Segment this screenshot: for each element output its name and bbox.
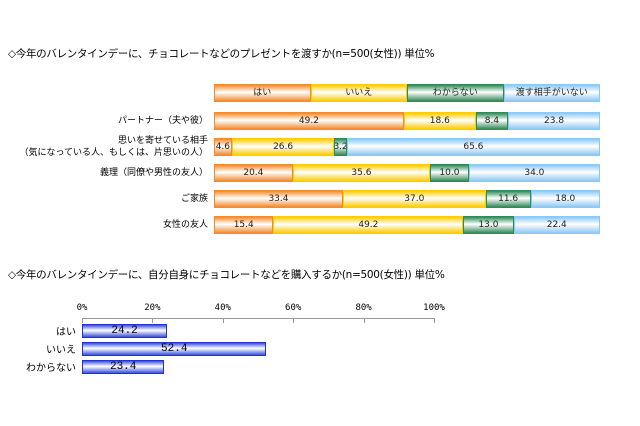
legend-item: わからない <box>407 84 504 102</box>
legend-item: いいえ <box>310 84 407 102</box>
bar-segment: 35.6 <box>292 164 431 182</box>
bar-segment: 49.2 <box>273 216 464 234</box>
bar: 24.2 <box>82 324 168 338</box>
bar-segment: 18.6 <box>403 112 476 130</box>
bar-segment: 22.4 <box>513 216 600 234</box>
tick-mark <box>363 318 365 323</box>
tick-mark <box>434 318 435 323</box>
tick-label: 60% <box>285 303 302 313</box>
category-label: わからない <box>26 363 76 374</box>
row-label: 義理（同僚や男性の友人） <box>99 168 208 178</box>
row-label: ご家族 <box>180 194 208 204</box>
bar-segment: 18.0 <box>530 190 600 208</box>
bar-segment: 26.6 <box>231 138 335 156</box>
bar: 23.4 <box>82 360 165 374</box>
tick-label: 40% <box>214 303 231 313</box>
bar-segment: 15.4 <box>214 216 274 234</box>
bar-segment: 20.4 <box>214 164 293 182</box>
row-label: パートナー（夫や彼） <box>117 116 208 126</box>
bar-segment: 8.4 <box>475 112 509 130</box>
bar-segment: 37.0 <box>342 190 486 208</box>
row-label: 思いを寄せている相手 （気になっている人、もしくは、片思いの人） <box>19 136 208 158</box>
tick-label: 0% <box>76 303 88 313</box>
bar-segment: 33.4 <box>214 190 343 208</box>
bar-segment: 11.6 <box>485 190 531 208</box>
tick-mark <box>222 318 224 323</box>
bar-segment: 10.0 <box>430 164 469 182</box>
tick-label: 100% <box>423 303 445 313</box>
x-axis <box>82 318 434 319</box>
category-label: いいえ <box>46 345 76 356</box>
tick-label: 20% <box>144 303 161 313</box>
category-label: はい <box>56 327 76 338</box>
bar-segment: 4.6 <box>214 138 232 156</box>
legend-item: 渡す相手がいない <box>503 84 600 102</box>
bar-segment: 13.0 <box>463 216 514 234</box>
bar-segment: 65.6 <box>346 138 600 156</box>
tick-mark <box>152 318 154 323</box>
chart2-title: ◇今年のバレンタインデーに、自分自身にチョコレートなどを購入するか(n=500(… <box>8 269 445 281</box>
legend-item: はい <box>214 84 311 102</box>
row-label: 女性の友人 <box>162 220 208 230</box>
chart1-title: ◇今年のバレンタインデーに、チョコレートなどのプレゼントを渡すか(n=500(女… <box>8 48 435 60</box>
tick-mark <box>82 318 83 323</box>
bar: 52.4 <box>82 342 267 356</box>
tick-label: 80% <box>355 303 372 313</box>
tick-mark <box>293 318 295 323</box>
bar-segment: 49.2 <box>214 112 404 130</box>
bar-segment: 23.8 <box>508 112 600 130</box>
bar-segment: 3.2 <box>334 138 347 156</box>
bar-segment: 34.0 <box>468 164 600 182</box>
